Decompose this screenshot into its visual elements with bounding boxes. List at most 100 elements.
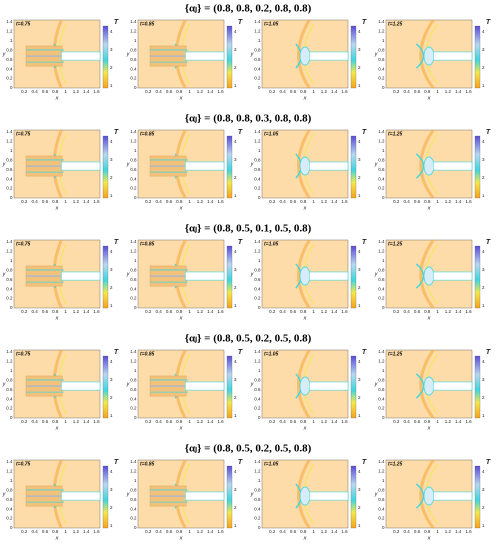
y-tick-label: 0.2 xyxy=(254,186,261,191)
x-tick-label: 1.2 xyxy=(321,529,328,534)
x-tick-label: 0.4 xyxy=(280,529,287,534)
x-axis-label: x xyxy=(179,205,183,211)
x-tick-label: 0.2 xyxy=(269,419,276,424)
y-tick-label: 1.2 xyxy=(254,469,261,474)
vortex xyxy=(299,376,311,396)
y-tick-label: 0.6 xyxy=(378,387,385,392)
colorbar-tick-label: 2 xyxy=(234,65,237,70)
x-tick-label: 0.6 xyxy=(42,419,49,424)
body xyxy=(308,161,349,171)
panel: t=1.250.2 0.4 0.6 0.8 1 1.2 1.4 1.600.20.40.60.… xyxy=(374,239,491,322)
colorbar-tick-label: 2 xyxy=(110,175,113,180)
colorbar-tick-label: 3 xyxy=(482,267,485,272)
x-tick-label: 0.8 xyxy=(300,199,307,204)
colorbar-tick-label: 3 xyxy=(234,47,237,52)
colorbar-tick-label: 3 xyxy=(110,267,113,272)
x-tick-label: 0.4 xyxy=(404,529,411,534)
y-tick-label: 0.2 xyxy=(378,296,385,301)
x-tick-label: 1.4 xyxy=(455,309,462,314)
y-tick-label: 0 xyxy=(382,525,385,530)
x-tick-label: 1.6 xyxy=(217,529,224,534)
y-tick-label: 1.4 xyxy=(130,349,137,354)
colorbar-tick-label: 4 xyxy=(482,249,485,254)
colorbar-label: T xyxy=(486,459,491,466)
y-tick-label: 0 xyxy=(134,305,137,310)
y-tick-label: 0.4 xyxy=(130,66,137,71)
colorbar-tick-label: 1 xyxy=(482,413,485,418)
colorbar-tick-label: 1 xyxy=(482,303,485,308)
row-title: {αⱼ} = (0.8, 0.5, 0.2, 0.5, 0.8) xyxy=(185,333,312,345)
y-tick-label: 1.4 xyxy=(378,19,385,24)
body xyxy=(185,381,225,391)
x-tick-label: 1.2 xyxy=(197,89,204,94)
x-axis-label: x xyxy=(179,535,183,541)
y-tick-label: 1.4 xyxy=(254,239,261,244)
x-tick-label: 1.6 xyxy=(465,199,472,204)
y-tick-label: 1.2 xyxy=(6,29,13,34)
panel: t=0.850.2 0.4 0.6 0.8 1 1.2 1.4 1.600.20.40.60.… xyxy=(126,129,243,212)
x-tick-label: 0.4 xyxy=(156,419,163,424)
x-tick-label: 0.2 xyxy=(269,529,276,534)
colorbar xyxy=(102,355,109,419)
y-tick-label: 0.6 xyxy=(254,57,261,62)
y-tick-label: 0.4 xyxy=(378,286,385,291)
colorbar-label: T xyxy=(362,129,367,136)
shock-front xyxy=(419,19,435,89)
x-tick-label: 1.2 xyxy=(445,419,452,424)
x-tick-label: 1.4 xyxy=(455,529,462,534)
y-tick-label: 0.6 xyxy=(378,277,385,282)
x-tick-label: 0.2 xyxy=(21,199,28,204)
x-tick-label: 0.8 xyxy=(300,529,307,534)
y-axis-label: y xyxy=(250,51,255,57)
y-tick-label: 0 xyxy=(258,305,261,310)
x-tick-label: 0.6 xyxy=(290,529,297,534)
colorbar-label: T xyxy=(114,19,119,26)
x-tick-label: 0.4 xyxy=(32,529,39,534)
y-tick-label: 0.6 xyxy=(6,387,13,392)
x-tick-label: 1 xyxy=(436,309,439,314)
y-tick-label: 1 xyxy=(382,368,385,373)
y-tick-label: 0.4 xyxy=(130,176,137,181)
y-tick-label: 1.2 xyxy=(254,29,261,34)
time-label: t=1.25 xyxy=(388,241,403,247)
colorbar-tick-label: 2 xyxy=(358,65,361,70)
y-tick-label: 0.4 xyxy=(130,506,137,511)
colorbar-label: T xyxy=(486,129,491,136)
x-tick-label: 1.2 xyxy=(445,199,452,204)
x-axis-label: x xyxy=(55,315,59,321)
x-tick-label: 0.6 xyxy=(414,89,421,94)
x-tick-label: 1.4 xyxy=(331,419,338,424)
y-tick-label: 0.6 xyxy=(6,57,13,62)
y-axis-label: y xyxy=(374,381,379,387)
y-tick-label: 1.2 xyxy=(378,29,385,34)
y-tick-label: 1.2 xyxy=(6,249,13,254)
x-tick-label: 0.6 xyxy=(414,419,421,424)
x-tick-label: 1.4 xyxy=(455,199,462,204)
y-tick-label: 1.2 xyxy=(378,249,385,254)
y-axis-label: y xyxy=(374,161,379,167)
colorbar-tick-label: 4 xyxy=(234,359,237,364)
x-tick-label: 1.4 xyxy=(455,89,462,94)
x-tick-label: 0.8 xyxy=(424,89,431,94)
colorbar-label: T xyxy=(238,349,243,356)
y-tick-label: 0 xyxy=(258,525,261,530)
x-tick-label: 1 xyxy=(312,529,315,534)
y-tick-label: 1 xyxy=(10,148,13,153)
x-tick-label: 1.6 xyxy=(465,419,472,424)
x-tick-label: 0.8 xyxy=(300,309,307,314)
y-tick-label: 0.8 xyxy=(378,487,385,492)
x-tick-label: 0.2 xyxy=(393,419,400,424)
colorbar-tick-label: 2 xyxy=(358,175,361,180)
y-tick-label: 1 xyxy=(134,38,137,43)
x-axis-label: x xyxy=(179,95,183,101)
x-axis-label: x xyxy=(303,315,307,321)
x-axis-label: x xyxy=(303,95,307,101)
colorbar-label: T xyxy=(114,349,119,356)
colorbar-tick-label: 3 xyxy=(482,157,485,162)
x-tick-label: 0.6 xyxy=(290,199,297,204)
colorbar-tick-label: 4 xyxy=(110,249,113,254)
x-tick-label: 1.4 xyxy=(83,529,90,534)
x-tick-label: 0.8 xyxy=(52,199,59,204)
mixing-zone xyxy=(415,263,425,289)
